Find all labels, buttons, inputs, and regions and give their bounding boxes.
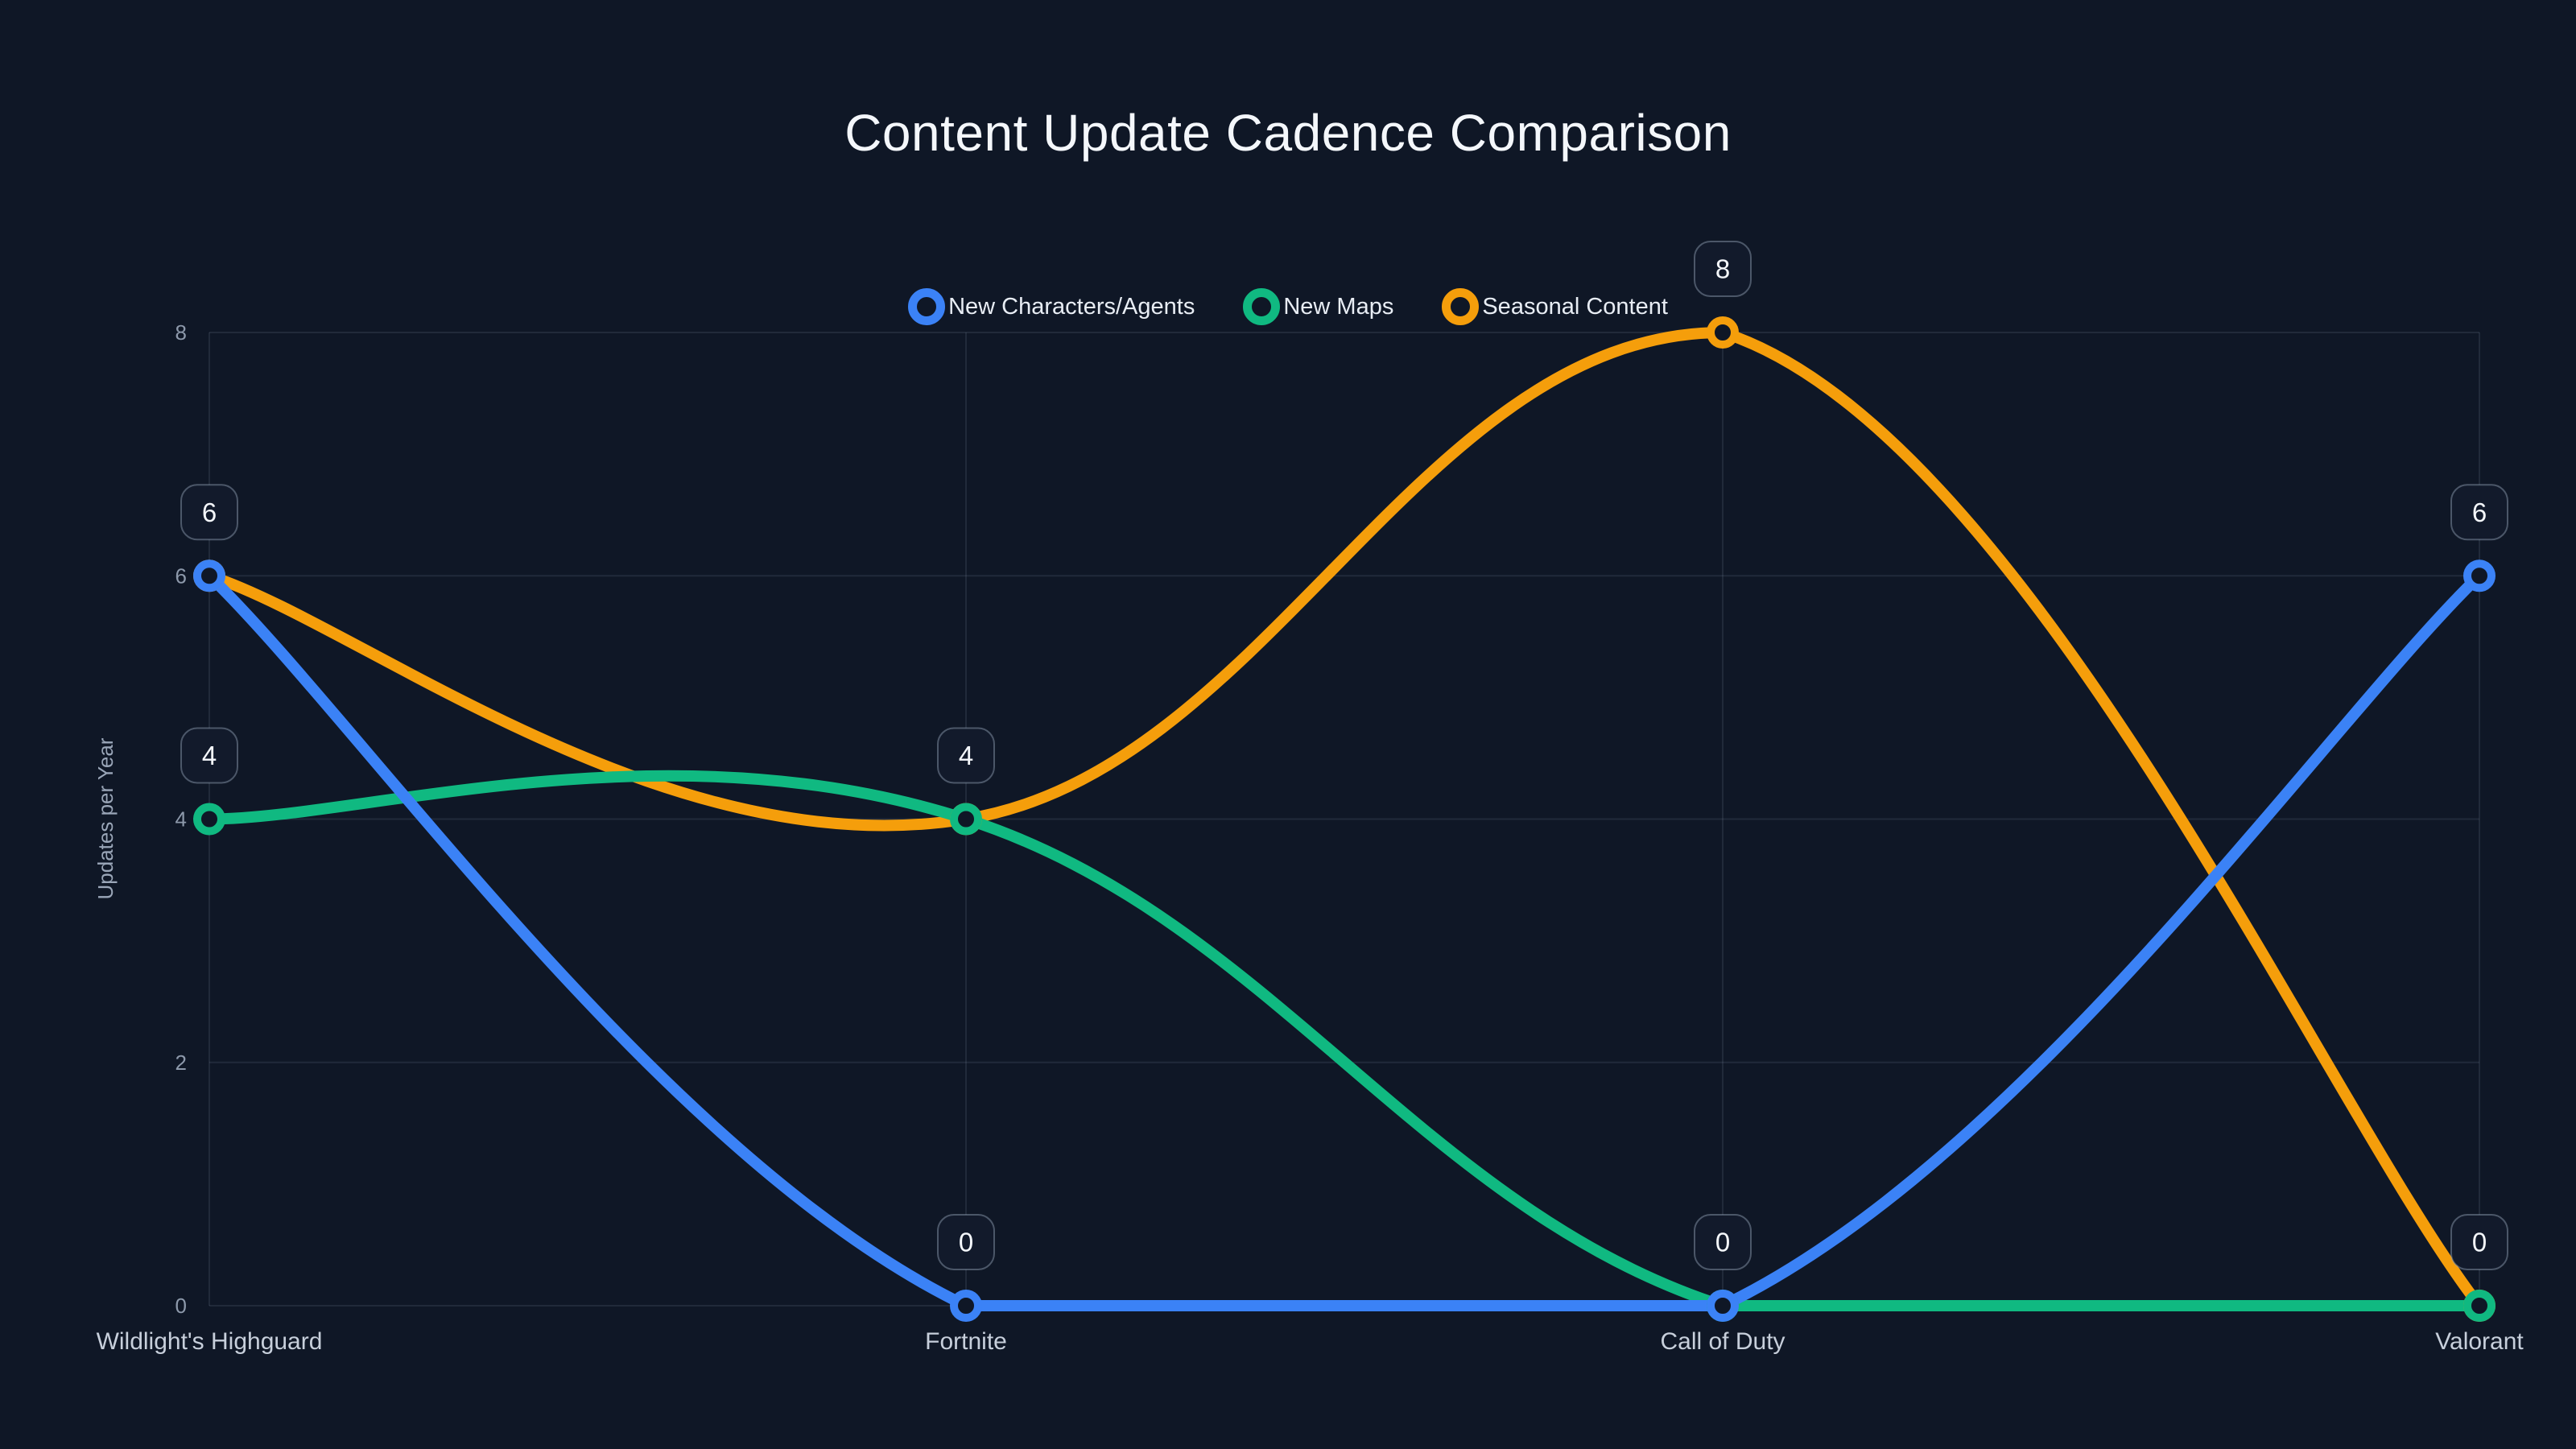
point-value-badge: 6	[180, 484, 238, 541]
point-value-badge: 0	[937, 1214, 995, 1270]
legend-label: New Characters/Agents	[948, 293, 1195, 320]
x-category-label: Call of Duty	[1660, 1328, 1785, 1355]
x-category-label: Wildlight's Highguard	[97, 1328, 323, 1355]
legend-label: New Maps	[1283, 293, 1394, 320]
badge-value: 0	[2472, 1228, 2487, 1257]
data-point-new-characters-agents[interactable]	[2463, 559, 2496, 592]
point-value-badge: 0	[1694, 1214, 1752, 1270]
x-category-label: Valorant	[2435, 1328, 2524, 1355]
point-value-badge: 8	[1694, 241, 1752, 297]
badge-background	[180, 727, 238, 784]
legend-ring-icon	[1243, 288, 1281, 325]
data-point-new-characters-agents[interactable]	[1707, 1290, 1739, 1322]
y-tick-label: 6	[175, 564, 187, 588]
badge-value: 4	[959, 741, 973, 770]
badge-background	[2450, 1214, 2508, 1270]
data-point-new-maps[interactable]	[2463, 1290, 2496, 1322]
series-line-new-maps	[204, 770, 2485, 1312]
badge-background	[937, 727, 995, 784]
data-point-new-maps[interactable]	[193, 803, 225, 836]
point-value-badge: 6	[2450, 484, 2508, 541]
legend-label: Seasonal Content	[1482, 293, 1668, 320]
badge-background	[180, 484, 238, 541]
axis-labels: 0 2 4 6 8 Wildlight's Highguard Fortnite Call o…	[97, 320, 2524, 1355]
data-point-new-characters-agents[interactable]	[193, 559, 225, 592]
series-lines	[204, 327, 2485, 1312]
y-tick-label: 2	[175, 1051, 187, 1075]
data-point-seasonal-content[interactable]	[1707, 316, 1739, 349]
badge-value: 0	[1715, 1228, 1730, 1257]
chart-title: Content Update Cadence Comparison	[844, 104, 1732, 162]
legend-item-new-maps[interactable]: New Maps	[1243, 288, 1393, 325]
legend: New Characters/Agents New Maps Seasonal …	[0, 288, 2576, 325]
x-category-label: Fortnite	[925, 1328, 1007, 1355]
y-tick-label: 8	[175, 320, 187, 345]
badge-background	[1694, 241, 1752, 297]
badge-background	[1694, 1214, 1752, 1270]
badge-value: 6	[2472, 497, 2487, 527]
data-point-new-maps[interactable]	[950, 803, 982, 836]
series-line-seasonal-content	[204, 327, 2485, 1311]
series-line-new-characters-agents	[204, 570, 2485, 1312]
legend-item-new-characters-agents[interactable]: New Characters/Agents	[908, 288, 1195, 325]
legend-ring-icon	[908, 288, 946, 325]
badge-value: 0	[959, 1228, 973, 1257]
legend-ring-icon	[1442, 288, 1480, 325]
series-markers	[193, 316, 2496, 1322]
badge-value: 4	[202, 741, 217, 770]
legend-item-seasonal-content[interactable]: Seasonal Content	[1442, 288, 1668, 325]
y-axis-title: Updates per Year	[93, 737, 118, 899]
data-point-new-characters-agents[interactable]	[950, 1290, 982, 1322]
gridlines	[208, 332, 2480, 1307]
point-value-badge: 4	[937, 727, 995, 784]
y-tick-label: 0	[175, 1294, 187, 1318]
badge-background	[2450, 484, 2508, 541]
point-value-badge: 0	[2450, 1214, 2508, 1270]
badge-value: 8	[1715, 254, 1730, 284]
point-value-badge: 4	[180, 727, 238, 784]
point-value-badges: 6 4 4 0 8 0 6 0	[180, 241, 2508, 1270]
badge-value: 6	[202, 497, 217, 527]
badge-background	[937, 1214, 995, 1270]
y-tick-label: 4	[175, 807, 187, 832]
